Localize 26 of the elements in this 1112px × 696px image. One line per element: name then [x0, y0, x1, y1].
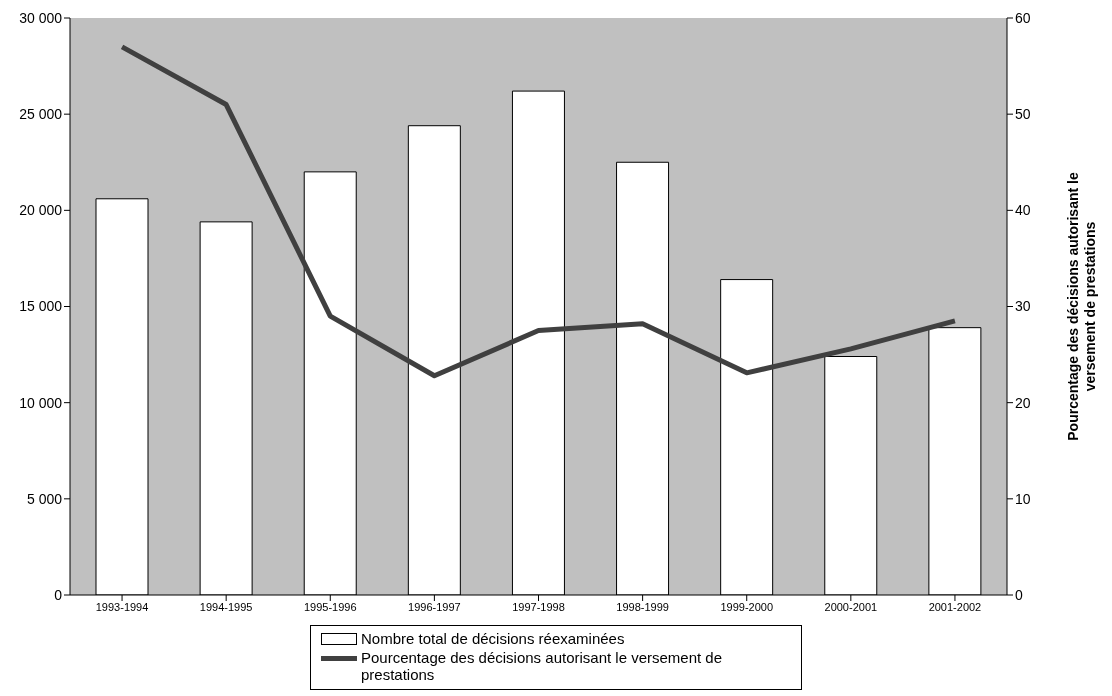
y-tick-label: 30 000	[19, 9, 63, 26]
y-tick-label: 10 000	[19, 394, 63, 411]
x-tick-label: 2001-2002	[928, 600, 982, 613]
y2-tick-label: 30	[1015, 298, 1031, 315]
x-tick-label: 1999-2000	[720, 600, 774, 613]
x-tick-label: 1994-1995	[199, 600, 253, 613]
x-tick-label: 2000-2001	[824, 600, 878, 613]
y-tick-label: 5 000	[26, 490, 63, 507]
x-tick-label: 1993-1994	[95, 600, 149, 613]
y-tick-label: 20 000	[19, 202, 63, 219]
legend-label: Nombre total de décisions réexaminées	[361, 630, 625, 647]
legend-label: Pourcentage des décisions autorisant le versement de prestations	[361, 649, 724, 683]
y2-tick-label: 60	[1015, 9, 1031, 26]
x-tick-label: 1996-1997	[408, 600, 461, 613]
y2-tick-label: 20	[1015, 394, 1031, 411]
x-tick-label: 1995-1996	[303, 600, 357, 613]
y2-tick-label: 50	[1015, 106, 1031, 123]
y-tick-label: 25 000	[19, 106, 63, 123]
y2-tick-label: 40	[1015, 202, 1031, 219]
x-tick-label: 1997-1998	[512, 600, 565, 613]
y-tick-label: 0	[54, 586, 63, 603]
y2-tick-label: 0	[1015, 586, 1023, 603]
y2-tick-label: 10	[1015, 490, 1031, 507]
y-tick-label: 15 000	[19, 298, 63, 315]
x-tick-label: 1998-1999	[616, 600, 669, 613]
y2-axis-title: Pourcentage des décisions autorisant le versement de prestations	[1065, 172, 1098, 441]
